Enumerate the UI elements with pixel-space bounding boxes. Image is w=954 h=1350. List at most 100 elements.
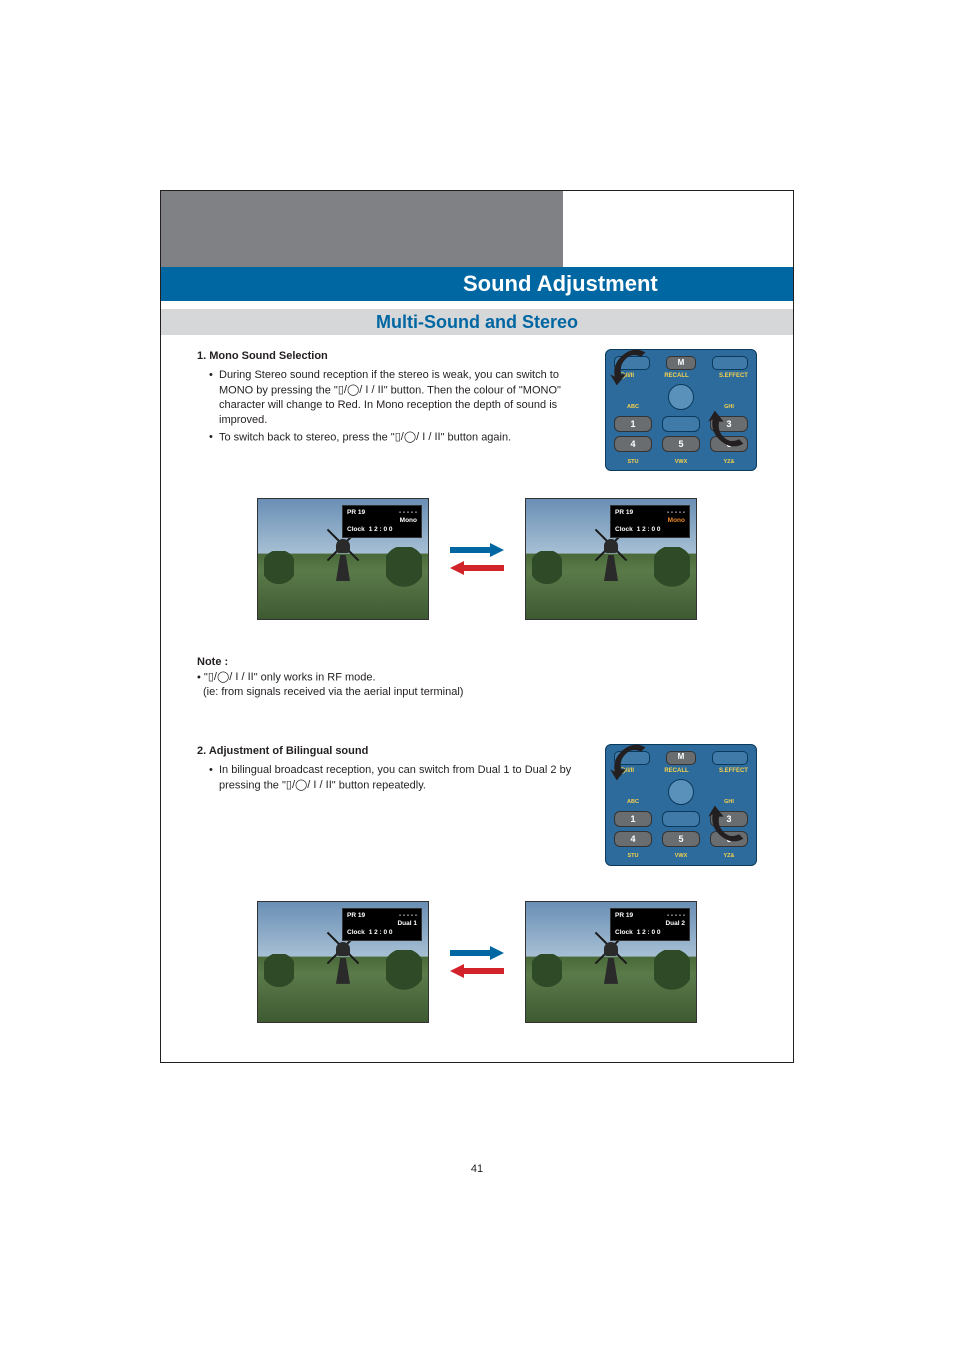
mono-bullet-1-text: During Stereo sound reception if the ste…: [219, 368, 587, 428]
bilingual-heading: 2. Adjustment of Bilingual sound: [197, 744, 587, 759]
osd-clock-value: 1 2 : 0 0: [369, 929, 393, 937]
remote-sublabel: STU: [614, 853, 652, 860]
remote-label-right: S.EFFECT: [719, 372, 748, 380]
osd-pr: PR 19: [347, 912, 365, 920]
remote-m-button: M: [666, 751, 696, 765]
remote-label-right: S.EFFECT: [719, 767, 748, 775]
text-frag: " button repeatedly.: [332, 779, 426, 791]
mono-section-row: 1. Mono Sound Selection • During Stereo …: [197, 349, 757, 471]
highlight-arrow-icon: [706, 404, 750, 448]
sound-button-glyph: ▯/◯/ I / II: [338, 383, 384, 398]
highlight-arrow-icon: [706, 799, 750, 843]
dual-screens-row: PR 19 - - - - - Dual 1 Clock 1 2 : 0 0 PR …: [197, 902, 757, 1022]
bullet-dot: •: [209, 368, 219, 428]
mono-bullet-2-text: To switch back to stereo, press the "▯/◯…: [219, 430, 511, 445]
tv-screen-dual2: PR 19- - - - - Dual 2 Clock1 2 : 0 0: [526, 902, 696, 1022]
osd-mode-value: Mono: [615, 517, 685, 525]
osd-mode-value: Mono: [347, 517, 417, 525]
remote-num-4: 4: [614, 436, 652, 452]
remote-sublabels: STU VWX YZ&: [606, 459, 756, 466]
osd-overlay: PR 19 - - - - - Mono Clock 1 2 : 0 0: [342, 505, 422, 538]
remote-num-1: 1: [614, 416, 652, 432]
content-area: 1. Mono Sound Selection • During Stereo …: [161, 335, 793, 1022]
remote-pill: [712, 356, 748, 370]
highlight-arrow-icon: [608, 348, 652, 392]
bullet-dot: •: [209, 430, 219, 445]
note-line-1: • "▯/◯/ I / II" only works in RF mode.: [197, 670, 757, 685]
mono-bullet-1: • During Stereo sound reception if the s…: [197, 368, 587, 428]
sound-button-glyph: ▯/◯/ I / II: [286, 778, 332, 793]
arrow-left-icon: [450, 964, 504, 978]
section-title-bar: Multi-Sound and Stereo: [161, 309, 793, 335]
tv-screen-mono-orange: PR 19- - - - - Mono Clock1 2 : 0 0: [526, 499, 696, 619]
osd-dashes: - - - - -: [399, 509, 417, 517]
osd-clock-value: 1 2 : 0 0: [369, 526, 393, 534]
arrow-left-icon: [450, 561, 504, 575]
bilingual-text-col: 2. Adjustment of Bilingual sound • In bi…: [197, 744, 587, 795]
osd-clock-label: Clock: [347, 526, 365, 534]
osd-clock-label: Clock: [615, 526, 633, 534]
remote-num-blank: [662, 416, 700, 432]
arrow-right-icon: [450, 946, 504, 960]
tv-screen-mono-white: PR 19 - - - - - Mono Clock 1 2 : 0 0: [258, 499, 428, 619]
tree-shape: [386, 547, 422, 595]
remote-num-5: 5: [662, 436, 700, 452]
remote-sublabel: STU: [614, 459, 652, 466]
osd-pr: PR 19: [347, 509, 365, 517]
osd-overlay: PR 19- - - - - Dual 1 Clock1 2 : 0 0: [342, 908, 422, 941]
osd-clock-label: Clock: [615, 929, 633, 937]
remote-sublabel: ABC: [614, 404, 652, 411]
osd-overlay: PR 19- - - - - Mono Clock1 2 : 0 0: [610, 505, 690, 538]
tree-shape: [654, 547, 690, 595]
highlight-arrow-icon: [608, 743, 652, 787]
note-block: Note : • "▯/◯/ I / II" only works in RF …: [197, 655, 757, 700]
bilingual-bullet: • In bilingual broadcast reception, you …: [197, 763, 587, 793]
remote-illustration-2: M ▯/◯/I/II RECALL S.EFFECT ABC . GHI 1 3…: [605, 744, 757, 866]
remote-sublabels: STU VWX YZ&: [606, 853, 756, 860]
tree-shape: [386, 950, 422, 998]
remote-illustration-1: M ▯/◯/I/II RECALL S.EFFECT ABC . GHI 1 3…: [605, 349, 757, 471]
chapter-title-bar: Sound Adjustment: [161, 267, 793, 301]
osd-overlay: PR 19- - - - - Dual 2 Clock1 2 : 0 0: [610, 908, 690, 941]
remote-label-mid: RECALL: [664, 372, 688, 380]
bilingual-section-row: 2. Adjustment of Bilingual sound • In bi…: [197, 744, 757, 866]
arrow-right-icon: [450, 543, 504, 557]
text-frag: " only works in RF mode.: [254, 671, 376, 683]
remote-sublabel: ABC: [614, 799, 652, 806]
mono-heading: 1. Mono Sound Selection: [197, 349, 587, 364]
bullet-dot: •: [209, 763, 219, 793]
note-line-2: (ie: from signals received via the aeria…: [197, 685, 757, 700]
remote-sublabel: VWX: [662, 459, 700, 466]
page-frame: Sound Adjustment Multi-Sound and Stereo …: [160, 190, 794, 1063]
exchange-arrows: [450, 543, 504, 575]
osd-mode-value: Dual 2: [615, 920, 685, 928]
tree-shape: [532, 954, 562, 994]
remote-num-5: 5: [662, 831, 700, 847]
exchange-arrows: [450, 946, 504, 978]
osd-clock-label: Clock: [347, 929, 365, 937]
page-number: 41: [0, 1163, 954, 1175]
remote-num-blank: [662, 811, 700, 827]
tree-shape: [654, 950, 690, 998]
tv-screen-dual1: PR 19- - - - - Dual 1 Clock1 2 : 0 0: [258, 902, 428, 1022]
sound-button-glyph: ▯/◯/ I / II: [395, 430, 441, 445]
tree-shape: [532, 551, 562, 591]
osd-pr: PR 19: [615, 912, 633, 920]
remote-sublabel: YZ&: [710, 853, 748, 860]
text-frag: " button again.: [441, 431, 512, 443]
mono-bullet-2: • To switch back to stereo, press the "▯…: [197, 430, 587, 445]
remote-pill: [712, 751, 748, 765]
remote-num-1: 1: [614, 811, 652, 827]
remote-m-button: M: [666, 356, 696, 370]
remote-sublabel: YZ&: [710, 459, 748, 466]
osd-mode-value: Dual 1: [347, 920, 417, 928]
osd-dashes: - - - - -: [667, 912, 685, 920]
mono-screens-row: PR 19 - - - - - Mono Clock 1 2 : 0 0 PR 19…: [197, 499, 757, 619]
tree-shape: [264, 954, 294, 994]
text-frag: To switch back to stereo, press the ": [219, 431, 395, 443]
remote-num-4: 4: [614, 831, 652, 847]
osd-pr: PR 19: [615, 509, 633, 517]
chapter-title: Sound Adjustment: [463, 271, 658, 297]
remote-label-mid: RECALL: [664, 767, 688, 775]
mono-text-col: 1. Mono Sound Selection • During Stereo …: [197, 349, 587, 447]
